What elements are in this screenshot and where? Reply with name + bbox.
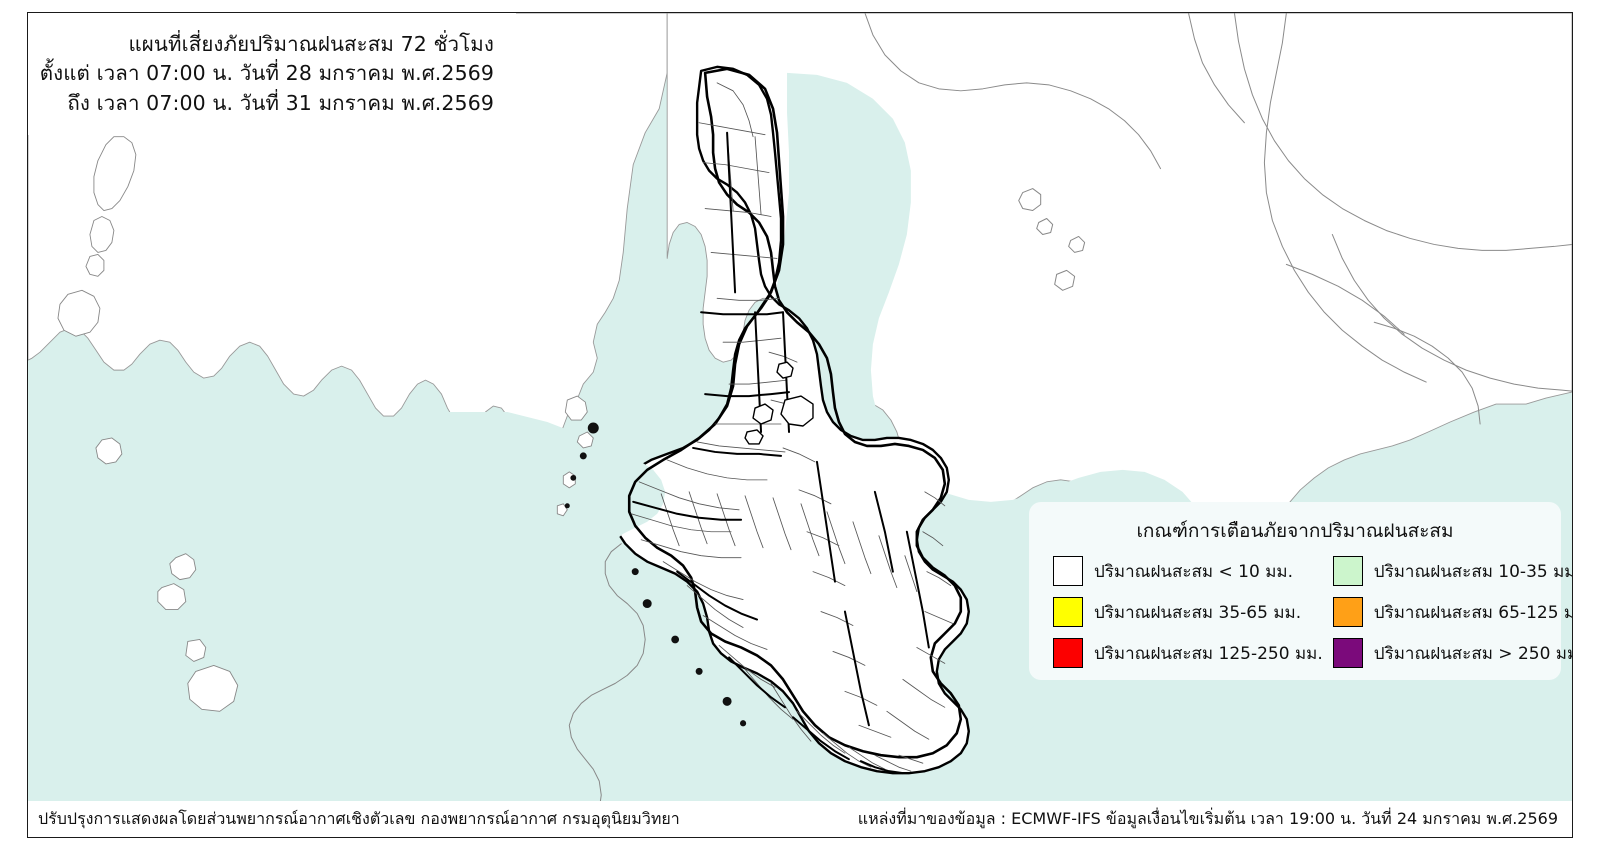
gulf-islands — [744, 361, 814, 445]
legend-label-10-35: ปริมาณฝนสะสม 10-35 มม. — [1373, 561, 1573, 582]
title-line-1: แผนที่เสี่ยงภัยปริมาณฝนสะสม 72 ชั่วโมง — [128, 32, 494, 57]
legend-title: เกณฑ์การเตือนภัยจากปริมาณฝนสะสม — [1136, 520, 1454, 542]
title-card: แผนที่เสี่ยงภัยปริมาณฝนสะสม 72 ชั่วโมง ต… — [28, 13, 516, 135]
legend-item-10-35[interactable]: ปริมาณฝนสะสม 10-35 มม. — [1332, 556, 1573, 586]
legend-panel: เกณฑ์การเตือนภัยจากปริมาณฝนสะสม ปริมาณฝน… — [1029, 502, 1572, 680]
malaysia-west-coast — [568, 543, 646, 837]
legend-swatch-lt-10 — [1053, 556, 1083, 586]
andaman-coast-water — [427, 412, 666, 837]
legend-swatch-65-125 — [1332, 597, 1363, 627]
legend-swatch-10-35 — [1332, 556, 1363, 586]
islands — [57, 136, 594, 712]
legend-item-lt-10[interactable]: ปริมาณฝนสะสม < 10 มม. — [1053, 556, 1323, 586]
legend-item-65-125[interactable]: ปริมาณฝนสะสม 65-125 มม. — [1332, 597, 1573, 627]
legend-label-gt-250: ปริมาณฝนสะสม > 250 มม. — [1373, 643, 1573, 664]
legend-swatch-gt-250 — [1332, 638, 1363, 668]
cambodia-coast — [1018, 188, 1086, 291]
map-frame: แผนที่เสี่ยงภัยปริมาณฝนสะสม 72 ชั่วโมง ต… — [27, 12, 1573, 838]
legend-item-35-65[interactable]: ปริมาณฝนสะสม 35-65 มม. — [1053, 597, 1323, 627]
footer-bar: ปรับปรุงการแสดงผลโดยส่วนพยากรณ์อากาศเชิง… — [28, 801, 1572, 837]
title-line-3: ถึง เวลา 07:00 น. วันที่ 31 มกราคม พ.ศ.2… — [67, 90, 494, 115]
andaman-thai-islands — [564, 422, 747, 727]
footer-credit-left: ปรับปรุงการแสดงผลโดยส่วนพยากรณ์อากาศเชิง… — [38, 808, 680, 828]
legend-item-125-250[interactable]: ปริมาณฝนสะสม 125-250 มม. — [1053, 638, 1323, 668]
legend-swatch-35-65 — [1053, 597, 1083, 627]
thailand-country-border — [627, 67, 963, 759]
legend-label-35-65: ปริมาณฝนสะสม 35-65 มม. — [1094, 602, 1302, 623]
legend-label-65-125: ปริมาณฝนสะสม 65-125 มม. — [1373, 602, 1573, 623]
map-graphic — [28, 13, 1572, 837]
footer-source-right: แหล่งที่มาของข้อมูล : ECMWF-IFS ข้อมูลเง… — [857, 808, 1558, 828]
legend-item-gt-250[interactable]: ปริมาณฝนสะสม > 250 มม. — [1332, 638, 1573, 668]
map-area[interactable] — [28, 13, 1572, 837]
legend-grid: ปริมาณฝนสะสม < 10 มม. ปริมาณฝนสะสม 10-35… — [1029, 556, 1572, 668]
legend-label-125-250: ปริมาณฝนสะสม 125-250 มม. — [1094, 643, 1323, 664]
legend-swatch-125-250 — [1053, 638, 1083, 668]
legend-label-lt-10: ปริมาณฝนสะสม < 10 มม. — [1094, 561, 1294, 582]
title-line-2: ตั้งแต่ เวลา 07:00 น. วันที่ 28 มกราคม พ… — [39, 61, 494, 86]
foreign-borders — [864, 13, 1572, 425]
